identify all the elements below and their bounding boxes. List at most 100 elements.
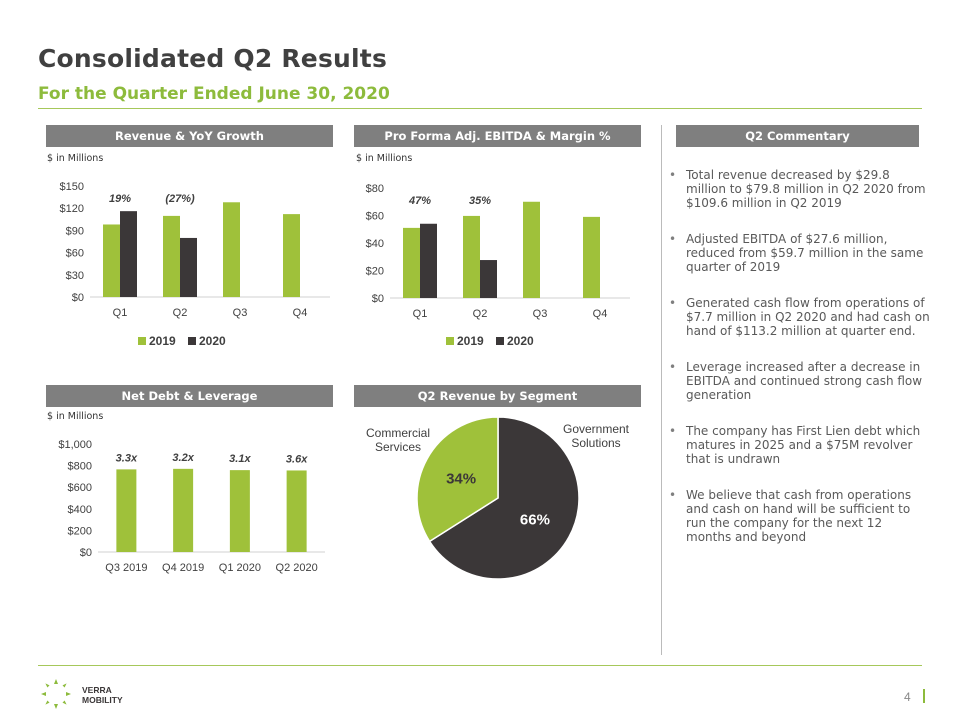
commentary-panel-header: Q2 Commentary — [676, 125, 919, 147]
x-tick-label: Q1 — [113, 307, 128, 319]
bar-2020 — [420, 223, 437, 298]
y-tick-label: $90 — [66, 225, 84, 237]
logo-text-line1: VERRA — [82, 685, 112, 695]
y-tick-label: $0 — [372, 293, 384, 305]
x-tick-label: Q4 — [293, 307, 308, 319]
commentary-item: • Generated cash flow from operations of … — [669, 296, 930, 338]
pie-category-label: Services — [375, 440, 421, 454]
bar-2020 — [120, 211, 137, 297]
data-label: 35% — [469, 195, 491, 207]
page-title: Consolidated Q2 Results — [38, 44, 388, 73]
pie-category-label: Commercial — [366, 426, 430, 440]
bullet-icon: • — [669, 360, 677, 374]
y-tick-label: $60 — [366, 211, 384, 223]
column-divider — [661, 125, 662, 655]
ebitda-unit-label: $ in Millions — [356, 153, 413, 164]
y-tick-label: $150 — [60, 181, 84, 193]
page-number: 4 — [904, 690, 911, 704]
header-divider — [38, 108, 922, 109]
ebitda-panel-header: Pro Forma Adj. EBITDA & Margin % — [354, 125, 641, 147]
y-tick-label: $40 — [366, 238, 384, 250]
x-tick-label: Q2 — [173, 307, 188, 319]
data-label: 3.2x — [172, 452, 194, 464]
bullet-icon: • — [669, 232, 677, 246]
page-number-accent — [923, 689, 925, 703]
bar-net-debt — [286, 470, 307, 552]
bar-2019 — [403, 227, 420, 298]
bar-2019 — [103, 224, 120, 297]
commentary-item: • Adjusted EBITDA of $27.6 million, reduc… — [669, 232, 924, 274]
data-label: 3.3x — [116, 452, 138, 464]
debt-unit-label: $ in Millions — [47, 411, 104, 422]
page-subtitle: For the Quarter Ended June 30, 2020 — [38, 84, 390, 104]
logo-text-line2: MOBILITY — [82, 695, 123, 705]
bar-2019 — [583, 216, 600, 298]
y-tick-label: $0 — [80, 547, 92, 559]
commentary-item: • The company has First Lien debt which m… — [669, 424, 921, 466]
x-tick-label: Q3 2019 — [105, 562, 147, 574]
bar-2019 — [223, 202, 240, 297]
debt-chart: $0 $200 $400 $600 $800 $1,000 Q3 2019 3.3x Q4 20… — [58, 439, 325, 574]
x-tick-label: Q1 2020 — [219, 562, 261, 574]
y-tick-label: $60 — [66, 248, 84, 260]
y-tick-label: $600 — [68, 482, 92, 494]
y-tick-label: $400 — [68, 504, 92, 516]
y-tick-label: $0 — [72, 292, 84, 304]
verra-mobility-logo: VERRA MOBILITY — [41, 679, 123, 709]
legend-label: 2019 — [457, 334, 484, 348]
logo-mark-icon — [41, 679, 71, 709]
commentary-list: • Total revenue decreased by $29.8 millio… — [668, 168, 930, 566]
legend-label: 2020 — [199, 334, 226, 348]
bar-net-debt — [116, 469, 137, 552]
pie-value-label: 66% — [520, 511, 550, 528]
bar-2019 — [523, 201, 540, 298]
legend-label: 2019 — [149, 334, 176, 348]
revenue-chart: $0 $30 $60 $90 $120 $150 Q1 19% Q2 (27%) Q3 Q4 2019 2… — [60, 181, 330, 348]
data-label: (27%) — [165, 193, 195, 205]
x-tick-label: Q2 — [473, 308, 488, 320]
bar-2019 — [463, 215, 480, 298]
bar-2019 — [283, 214, 300, 297]
pie-value-label: 34% — [446, 471, 476, 488]
y-tick-label: $30 — [66, 270, 84, 282]
revenue-panel-header: Revenue & YoY Growth — [46, 125, 333, 147]
debt-panel-header: Net Debt & Leverage — [46, 385, 333, 407]
pie-slice — [428, 416, 580, 580]
bullet-icon: • — [669, 168, 677, 182]
ebitda-chart: $0 $20 $40 $60 $80 Q1 47% Q2 35% Q3 Q4 2019 2020 — [366, 183, 630, 348]
pie-category-label: Government — [563, 422, 630, 436]
legend-label: 2020 — [507, 334, 534, 348]
x-tick-label: Q1 — [413, 308, 428, 320]
revenue-unit-label: $ in Millions — [47, 153, 104, 164]
legend-swatch — [446, 337, 454, 345]
x-tick-label: Q2 2020 — [276, 562, 318, 574]
legend-swatch — [496, 337, 504, 345]
legend-swatch — [138, 337, 146, 345]
y-tick-label: $20 — [366, 266, 384, 278]
pie-category-label: Solutions — [571, 436, 620, 450]
x-tick-label: Q4 2019 — [162, 562, 204, 574]
y-tick-label: $1,000 — [58, 439, 92, 451]
bullet-icon: • — [669, 296, 677, 310]
commentary-item: • Total revenue decreased by $29.8 millio… — [669, 168, 926, 210]
data-label: 3.1x — [229, 453, 251, 465]
bar-net-debt — [229, 470, 250, 552]
bar-net-debt — [173, 468, 194, 552]
bar-2019 — [163, 215, 180, 297]
data-label: 3.6x — [286, 453, 308, 465]
commentary-item: • We believe that cash from operations an… — [669, 488, 912, 544]
x-tick-label: Q3 — [233, 307, 248, 319]
data-label: 19% — [109, 193, 131, 205]
y-tick-label: $80 — [366, 183, 384, 195]
pie-slice — [416, 416, 499, 543]
footer-divider — [38, 665, 922, 666]
bar-2020 — [180, 237, 197, 297]
y-tick-label: $800 — [68, 461, 92, 473]
segment-panel-header: Q2 Revenue by Segment — [354, 385, 641, 407]
data-label: 47% — [408, 195, 431, 207]
legend-swatch — [188, 337, 196, 345]
x-tick-label: Q4 — [593, 308, 608, 320]
bullet-icon: • — [669, 424, 677, 438]
y-tick-label: $200 — [68, 525, 92, 537]
